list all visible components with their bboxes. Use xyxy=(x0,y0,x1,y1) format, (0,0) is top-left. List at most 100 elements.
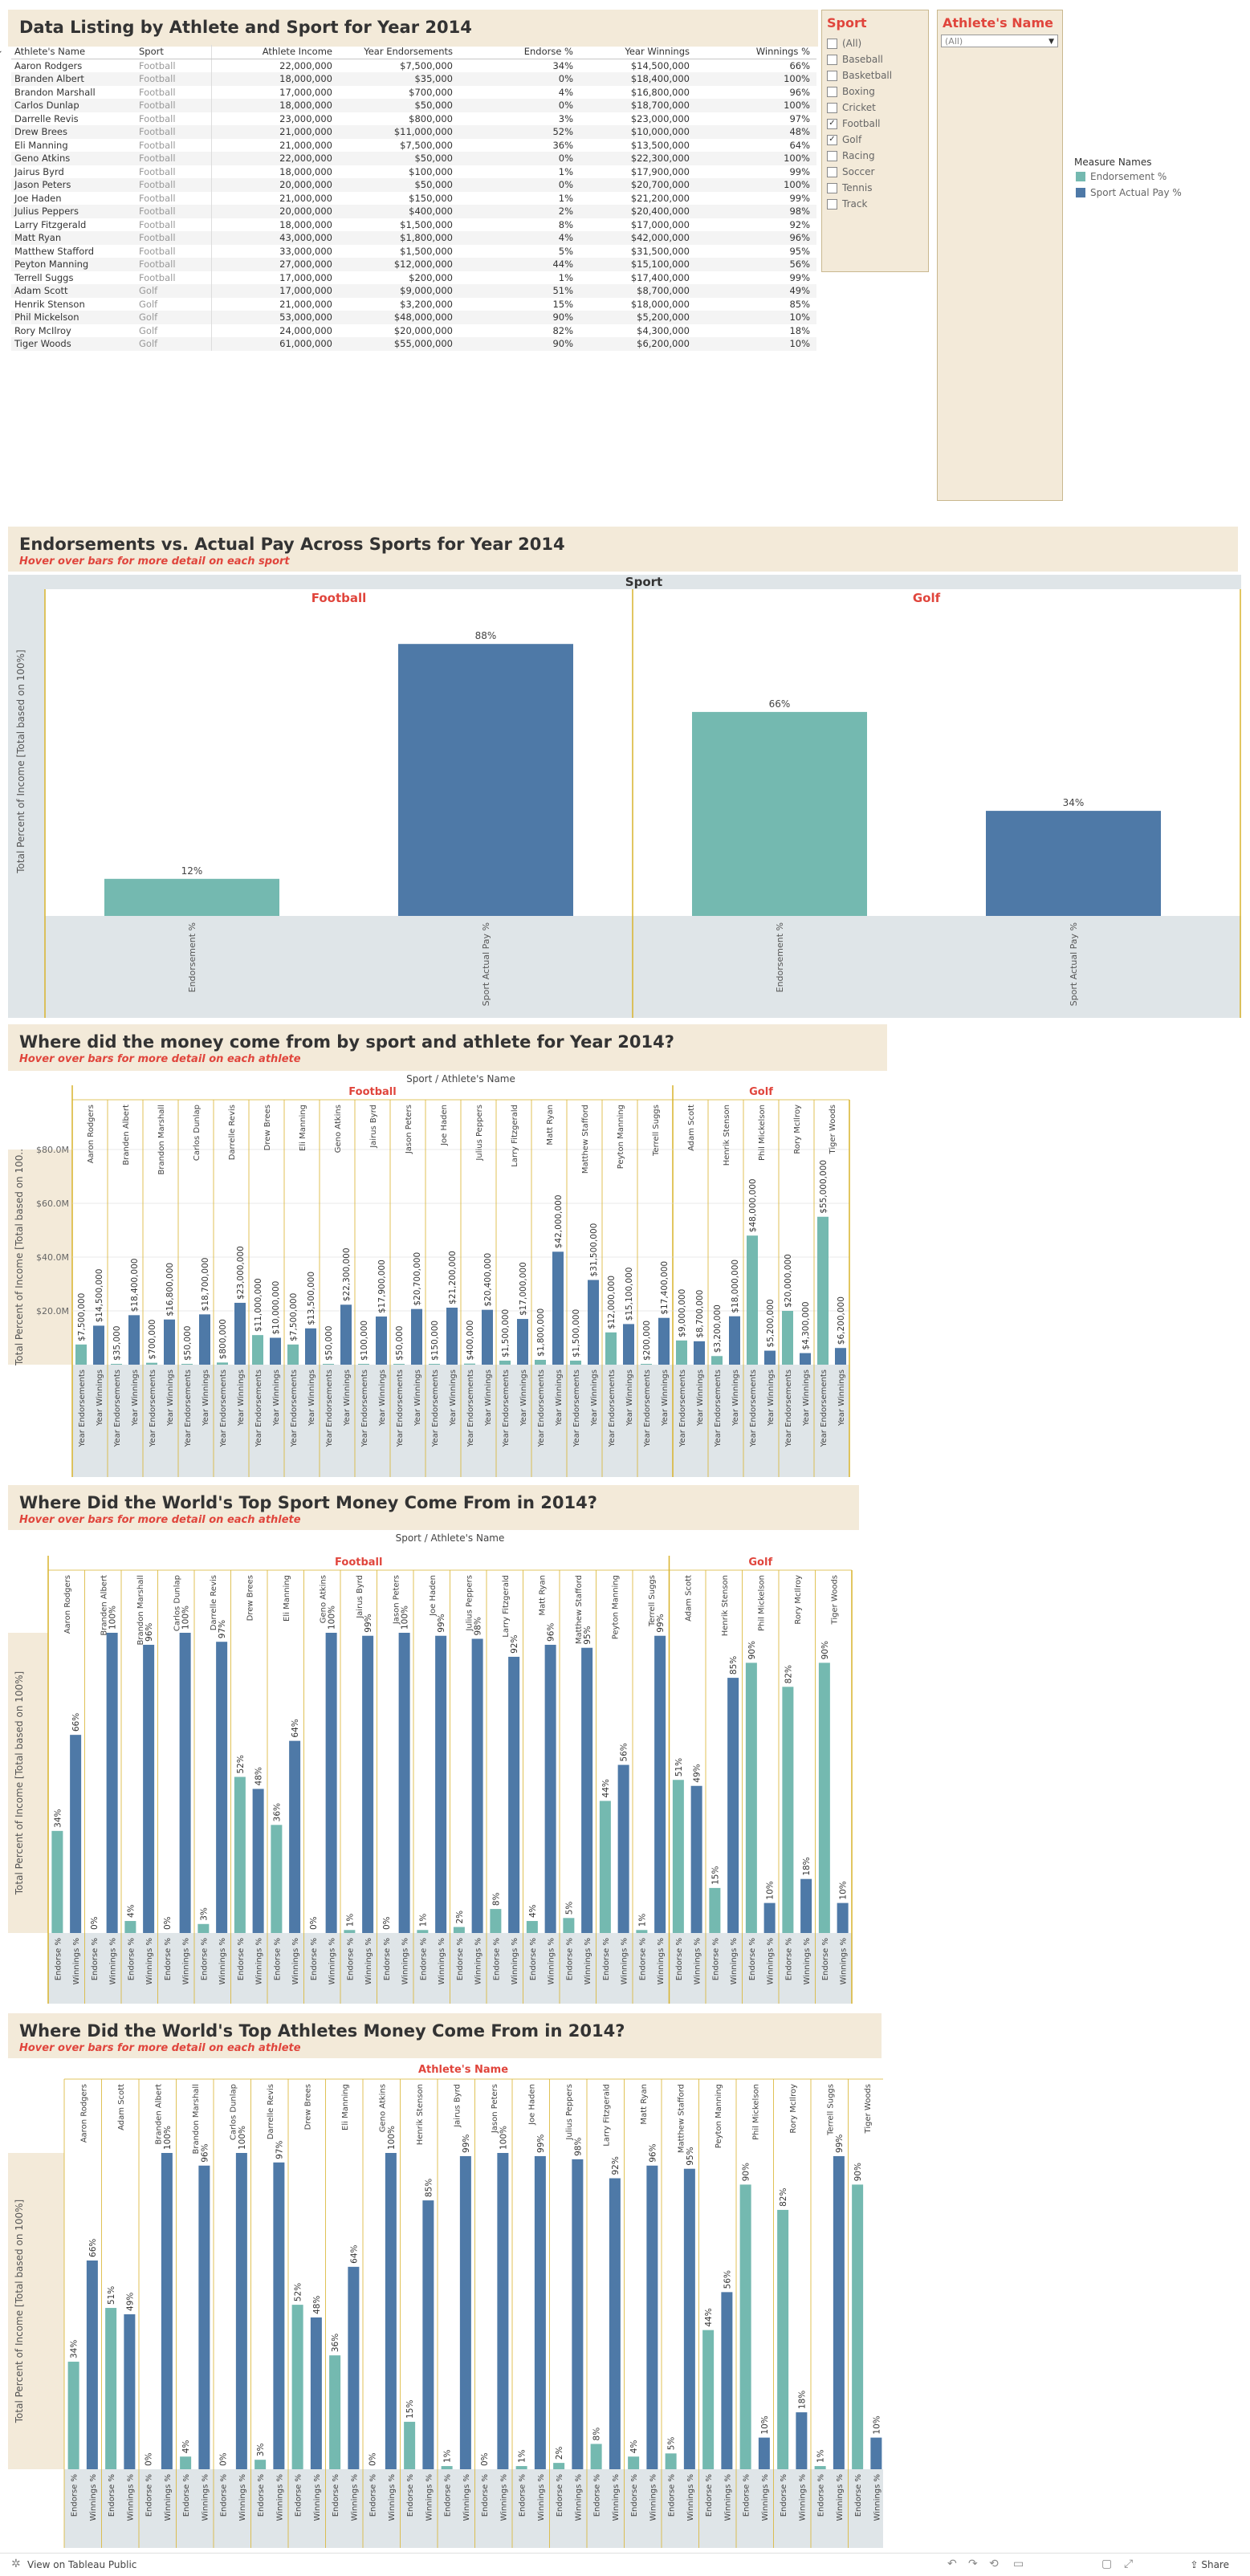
chart4-bar[interactable] xyxy=(609,2178,621,2469)
chart3-bar[interactable] xyxy=(563,1918,575,1933)
chart1-bar[interactable] xyxy=(692,711,867,916)
chart4-bar[interactable] xyxy=(404,2421,416,2469)
chart4-bar[interactable] xyxy=(739,2184,751,2469)
chart4-bar[interactable] xyxy=(683,2168,695,2469)
chart2-bar[interactable] xyxy=(552,1251,564,1365)
chart1-bar[interactable] xyxy=(104,878,279,916)
chart3-bar[interactable] xyxy=(471,1638,483,1933)
chart3-bar[interactable] xyxy=(362,1635,374,1933)
sport-filter-item[interactable]: Cricket xyxy=(827,102,876,113)
chart4-bar[interactable] xyxy=(273,2162,285,2469)
chart3-bar[interactable] xyxy=(581,1647,593,1933)
chart4-bar[interactable] xyxy=(348,2266,360,2469)
checkbox-icon[interactable] xyxy=(827,86,837,97)
chart4-bar[interactable] xyxy=(422,2200,434,2469)
sport-filter-item[interactable]: Track xyxy=(827,198,867,210)
chart1-bar[interactable] xyxy=(986,811,1161,916)
chart2-bar[interactable] xyxy=(658,1317,670,1365)
chart2-bar[interactable] xyxy=(817,1216,829,1365)
chart3-bar[interactable] xyxy=(544,1644,556,1933)
table-header-cell[interactable]: Athlete Income xyxy=(262,46,332,57)
chart3-bar[interactable] xyxy=(70,1735,82,1933)
chart3-bar[interactable] xyxy=(252,1789,264,1933)
sport-filter-item[interactable]: ✓ Golf xyxy=(827,134,861,145)
sport-filter-item[interactable]: Baseball xyxy=(827,54,883,65)
chart4-bar[interactable] xyxy=(254,2460,267,2469)
undo-icon[interactable]: ↶ xyxy=(947,2558,957,2570)
fullscreen-icon[interactable]: ⤢ xyxy=(1124,2558,1134,2570)
device-preview-icon[interactable]: ▢ xyxy=(1101,2558,1113,2570)
table-row[interactable]: Geno Atkins Football 22,000,000 $50,000 0% $2… xyxy=(11,152,816,165)
table-header-cell[interactable]: Sport xyxy=(139,45,212,59)
chart2-bar[interactable] xyxy=(128,1315,140,1365)
chart3-bar[interactable] xyxy=(344,1930,356,1933)
checkbox-icon[interactable] xyxy=(827,198,837,210)
chart3-bar[interactable] xyxy=(526,1921,538,1933)
table-row[interactable]: Phil Mickelson Golf 53,000,000 $48,000,000 9… xyxy=(11,311,816,324)
checkbox-icon[interactable] xyxy=(827,102,837,113)
chart2-bar[interactable] xyxy=(323,1364,334,1365)
table-row[interactable]: Larry Fitzgerald Football 18,000,000 $1,500… xyxy=(11,218,816,231)
chart4-bar[interactable] xyxy=(86,2260,98,2469)
table-header-cell[interactable]: Year Winnings xyxy=(625,46,690,57)
table-row[interactable]: Julius Peppers Football 20,000,000 $400,000… xyxy=(11,205,816,218)
checkbox-icon[interactable] xyxy=(827,70,837,81)
athlete-dropdown[interactable]: (All) ▼ xyxy=(941,35,1058,47)
chart3-bar[interactable] xyxy=(435,1635,447,1933)
chart2-bar[interactable] xyxy=(517,1319,528,1365)
chart4-bar[interactable] xyxy=(852,2184,864,2469)
chart4-bar[interactable] xyxy=(497,2153,509,2469)
sport-filter-item[interactable]: Racing xyxy=(827,150,875,161)
chart2-bar[interactable] xyxy=(482,1309,493,1365)
chart2-bar[interactable] xyxy=(729,1316,740,1365)
table-row[interactable]: Rory McIlroy Golf 24,000,000 $20,000,000 82%… xyxy=(11,324,816,337)
chart3-bar[interactable] xyxy=(654,1635,666,1933)
chart2-bar[interactable] xyxy=(234,1302,246,1365)
pause-icon[interactable]: ▭ xyxy=(1013,2558,1024,2570)
chart3-bar[interactable] xyxy=(782,1687,794,1933)
chart2-bar[interactable] xyxy=(782,1311,793,1365)
chart4-bar[interactable] xyxy=(385,2153,397,2469)
chart4-bar[interactable] xyxy=(870,2437,882,2469)
chart3-bar[interactable] xyxy=(417,1930,429,1933)
chart2-bar[interactable] xyxy=(358,1364,369,1365)
chart3-bar[interactable] xyxy=(599,1801,611,1933)
sort-icon[interactable]: ⇅ xyxy=(0,45,2,59)
table-row[interactable]: Matthew Stafford Football 33,000,000 $1,500… xyxy=(11,244,816,258)
chart3-bar[interactable] xyxy=(453,1927,465,1933)
chart3-bar[interactable] xyxy=(197,1923,210,1933)
chart4-bar[interactable] xyxy=(646,2165,658,2469)
table-row[interactable]: Brandon Marshall Football 17,000,000 $700,0… xyxy=(11,85,816,99)
sport-filter-item[interactable]: Tennis xyxy=(827,182,872,193)
chart2-bar[interactable] xyxy=(429,1364,440,1365)
redo-icon[interactable]: ↷ xyxy=(968,2558,978,2570)
chart2-bar[interactable] xyxy=(252,1335,263,1365)
chart2-bar[interactable] xyxy=(676,1340,687,1365)
chart2-bar[interactable] xyxy=(287,1344,299,1365)
table-row[interactable]: Branden Albert Football 18,000,000 $35,000 0… xyxy=(11,72,816,86)
chart2-bar[interactable] xyxy=(747,1235,758,1365)
table-row[interactable]: Tiger Woods Golf 61,000,000 $55,000,000 90% $… xyxy=(11,337,816,351)
chart3-bar[interactable] xyxy=(106,1633,118,1933)
chart3-bar[interactable] xyxy=(745,1662,757,1933)
chart2-bar[interactable] xyxy=(641,1364,652,1365)
chart2-bar[interactable] xyxy=(411,1308,422,1365)
sport-filter-item[interactable]: Basketball xyxy=(827,70,892,81)
chart2-bar[interactable] xyxy=(711,1356,723,1365)
chart3-bar[interactable] xyxy=(179,1633,191,1933)
chart3-bar[interactable] xyxy=(216,1642,228,1933)
chart4-bar[interactable] xyxy=(67,2362,79,2469)
checkbox-icon[interactable] xyxy=(827,166,837,177)
chart4-bar[interactable] xyxy=(590,2444,602,2469)
chart3-bar[interactable] xyxy=(398,1633,410,1933)
chart4-bar[interactable] xyxy=(796,2412,808,2469)
table-row[interactable]: Henrik Stenson Golf 21,000,000 $3,200,000 15… xyxy=(11,297,816,311)
chart4-bar[interactable] xyxy=(235,2153,247,2469)
chart3-bar[interactable] xyxy=(508,1656,520,1933)
chart1-bar[interactable] xyxy=(398,644,573,916)
chart2-bar[interactable] xyxy=(694,1341,705,1365)
chart4-bar[interactable] xyxy=(777,2209,789,2469)
table-row[interactable]: Aaron Rodgers Football 22,000,000 $7,500,00… xyxy=(11,59,816,72)
checkbox-checked-icon[interactable]: ✓ xyxy=(827,134,837,145)
share-button[interactable]: ⇪ Share xyxy=(1190,2559,1229,2570)
